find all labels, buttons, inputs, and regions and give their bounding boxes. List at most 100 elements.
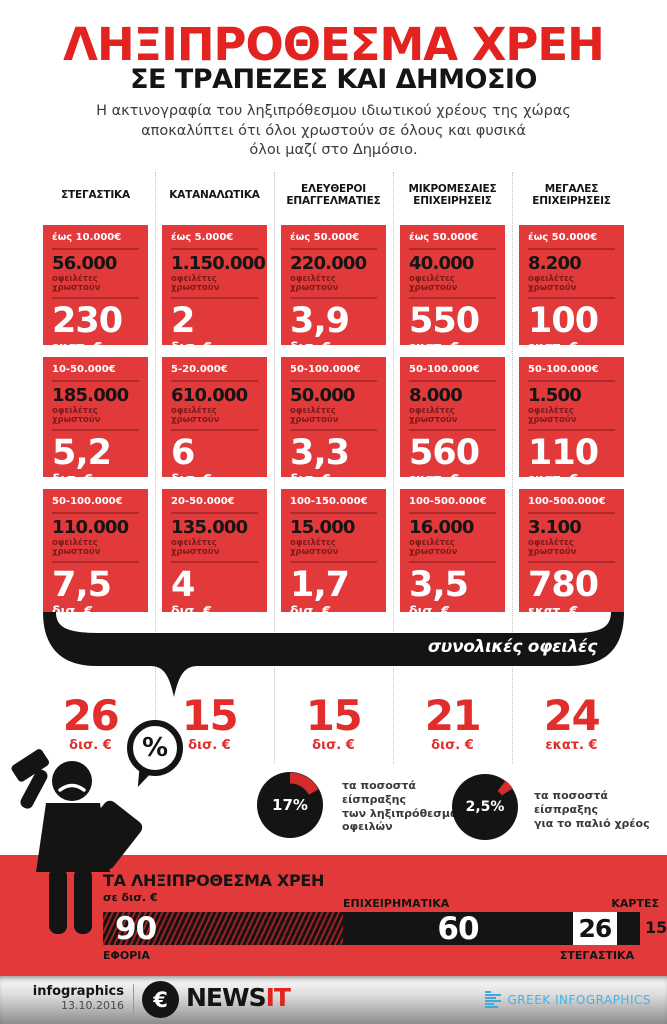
- divider: [409, 429, 496, 431]
- divider: [290, 380, 377, 382]
- page-subtitle: ΣΕ ΤΡΑΠΕΖΕΣ ΚΑΙ ΔΗΜΟΣΙΟ: [130, 64, 537, 95]
- category-header: ΚΑΤΑΝΑΛΩΤΙΚΑ: [169, 188, 260, 201]
- totals-brace-label: συνολικές οφειλές: [427, 637, 597, 657]
- footer-brand-block: infographics 13.10.2016: [24, 984, 124, 1012]
- divider: [52, 429, 139, 431]
- debt-amount-unit: δισ. €: [409, 603, 450, 612]
- category-header: ΜΕΓΑΛΕΣ ΕΠΙΧΕΙΡΗΣΕΙΣ: [532, 182, 611, 207]
- debt-card: 10-50.000€ 185.000 οφειλέτες χρωστούν 5,…: [43, 357, 148, 477]
- debt-range: έως 10.000€: [52, 232, 122, 243]
- segment-value: 60: [437, 910, 479, 947]
- divider: [409, 297, 496, 299]
- debt-amount: 780: [528, 565, 599, 605]
- divider: [290, 561, 377, 563]
- total-unit: εκατ. €: [545, 738, 598, 753]
- divider: [528, 561, 615, 563]
- total-value: 24: [543, 691, 601, 740]
- debt-card: 5-20.000€ 610.000 οφειλέτες χρωστούν 6 δ…: [162, 357, 267, 477]
- debt-amount: 3,5: [409, 565, 469, 605]
- debtor-count-label: οφειλέτες χρωστούν: [290, 538, 339, 557]
- column-total: 24 εκατ. €: [519, 691, 624, 754]
- footer: infographics 13.10.2016 € NEWSIT GREEK I…: [0, 976, 667, 1024]
- debtor-count: 185.000: [52, 385, 129, 406]
- debtor-count-label: οφειλέτες χρωστούν: [52, 274, 101, 293]
- debtor-count: 16.000: [409, 517, 474, 538]
- debt-amount: 6: [171, 433, 195, 473]
- debtor-count: 1.500: [528, 385, 582, 406]
- debt-range: 50-100.000€: [528, 364, 599, 375]
- debt-amount: 2: [171, 301, 195, 341]
- debt-range: έως 50.000€: [409, 232, 479, 243]
- debtor-count-label: οφειλέτες χρωστούν: [52, 406, 101, 425]
- column-total: 15 δισ. €: [281, 695, 386, 754]
- debt-range: έως 50.000€: [290, 232, 360, 243]
- debt-amount: 1,7: [290, 565, 350, 605]
- debt-amount: 3,9: [290, 301, 350, 341]
- total-unit: δισ. €: [431, 738, 474, 753]
- divider: [528, 297, 615, 299]
- divider: [171, 380, 258, 382]
- debt-range: έως 5.000€: [171, 232, 234, 243]
- footer-divider: [133, 984, 134, 1015]
- divider: [52, 380, 139, 382]
- debt-card: έως 50.000€ 220.000 οφειλέτες χρωστούν 3…: [281, 225, 386, 345]
- debt-amount: 3,3: [290, 433, 350, 473]
- debtor-count: 40.000: [409, 253, 474, 274]
- divider: [290, 512, 377, 514]
- segment-value-cards: 15: [645, 918, 667, 937]
- debtor-count: 50.000: [290, 385, 355, 406]
- debt-range: 100-500.000€: [528, 496, 606, 507]
- debt-amount-unit: δισ. €: [171, 472, 258, 477]
- segment-label-business: ΕΠΙΧΕΙΡΗΜΑΤΙΚΑ: [343, 897, 450, 910]
- debt-range: 50-100.000€: [409, 364, 480, 375]
- bar-segment-cards: [616, 912, 640, 945]
- total-unit: δισ. €: [69, 738, 112, 753]
- divider: [528, 512, 615, 514]
- percent-speech-bubble: %: [127, 720, 183, 776]
- divider: [171, 248, 258, 250]
- brand-name: infographics: [32, 984, 124, 999]
- debt-amount: 110: [528, 433, 599, 473]
- column-separator: [155, 172, 156, 764]
- divider: [52, 248, 139, 250]
- total-value: 21: [424, 691, 482, 740]
- pie-red-arc: [289, 772, 319, 795]
- debt-range: 5-20.000€: [171, 364, 228, 375]
- euro-badge-icon: €: [142, 981, 179, 1018]
- divider: [290, 429, 377, 431]
- debt-card: 20-50.000€ 135.000 οφειλέτες χρωστούν 4 …: [162, 489, 267, 612]
- debt-amount: 560: [409, 433, 480, 473]
- segment-label-mortgage: ΣΤΕΓΑΣΤΙΚΑ: [559, 949, 635, 962]
- category-column-katanalotika: ΚΑΤΑΝΑΛΩΤΙΚΑ έως 5.000€ 1.150.000 οφειλέ…: [162, 172, 267, 764]
- debt-amount-unit: εκατ. €: [409, 472, 496, 477]
- divider: [409, 512, 496, 514]
- debt-card: 50-100.000€ 1.500 οφειλέτες χρωστούν 110…: [519, 357, 624, 477]
- debtor-count: 8.000: [409, 385, 463, 406]
- totals-brace: [43, 612, 624, 697]
- newsit-logo-red: IT: [265, 983, 291, 1012]
- pie-caption: τα ποσοστά είσπραξης των ληξιπρόθεσμων ο…: [342, 779, 468, 834]
- bar-segment-eforia: 90: [103, 911, 344, 947]
- debtor-count: 220.000: [290, 253, 367, 274]
- category-column-eleutheroi: ΕΛΕΥΘΕΡΟΙ ΕΠΑΓΓΕΛΜΑΤΙΕΣ έως 50.000€ 220.…: [281, 172, 386, 764]
- divider: [528, 380, 615, 382]
- category-header: ΕΛΕΥΘΕΡΟΙ ΕΠΑΓΓΕΛΜΑΤΙΕΣ: [286, 182, 381, 207]
- debt-amount-unit: δισ. €: [52, 603, 93, 612]
- debt-amount-unit: εκατ. €: [52, 340, 139, 345]
- divider: [171, 561, 258, 563]
- pie-value: 2,5%: [465, 799, 505, 815]
- divider: [171, 297, 258, 299]
- pie-value: 17%: [272, 796, 308, 814]
- category-column-mikromesaies: ΜΙΚΡΟΜΕΣΑΙΕΣ ΕΠΙΧΕΙΡΗΣΕΙΣ έως 50.000€ 40…: [400, 172, 505, 764]
- debt-range: 50-100.000€: [290, 364, 361, 375]
- category-column-stegastika: ΣΤΕΓΑΣΤΙΚΑ έως 10.000€ 56.000 οφειλέτες …: [43, 172, 148, 764]
- total-unit: δισ. €: [188, 738, 231, 753]
- debt-amount: 550: [409, 301, 480, 341]
- debtor-count-label: οφειλέτες χρωστούν: [290, 406, 339, 425]
- collection-rate-pie-overdue: 17%: [257, 772, 323, 838]
- debt-amount-unit: εκατ. €: [528, 340, 615, 345]
- divider: [290, 248, 377, 250]
- debt-amount-unit: δισ. €: [171, 340, 258, 345]
- category-header: ΣΤΕΓΑΣΤΙΚΑ: [61, 188, 130, 201]
- column-separator: [274, 172, 275, 764]
